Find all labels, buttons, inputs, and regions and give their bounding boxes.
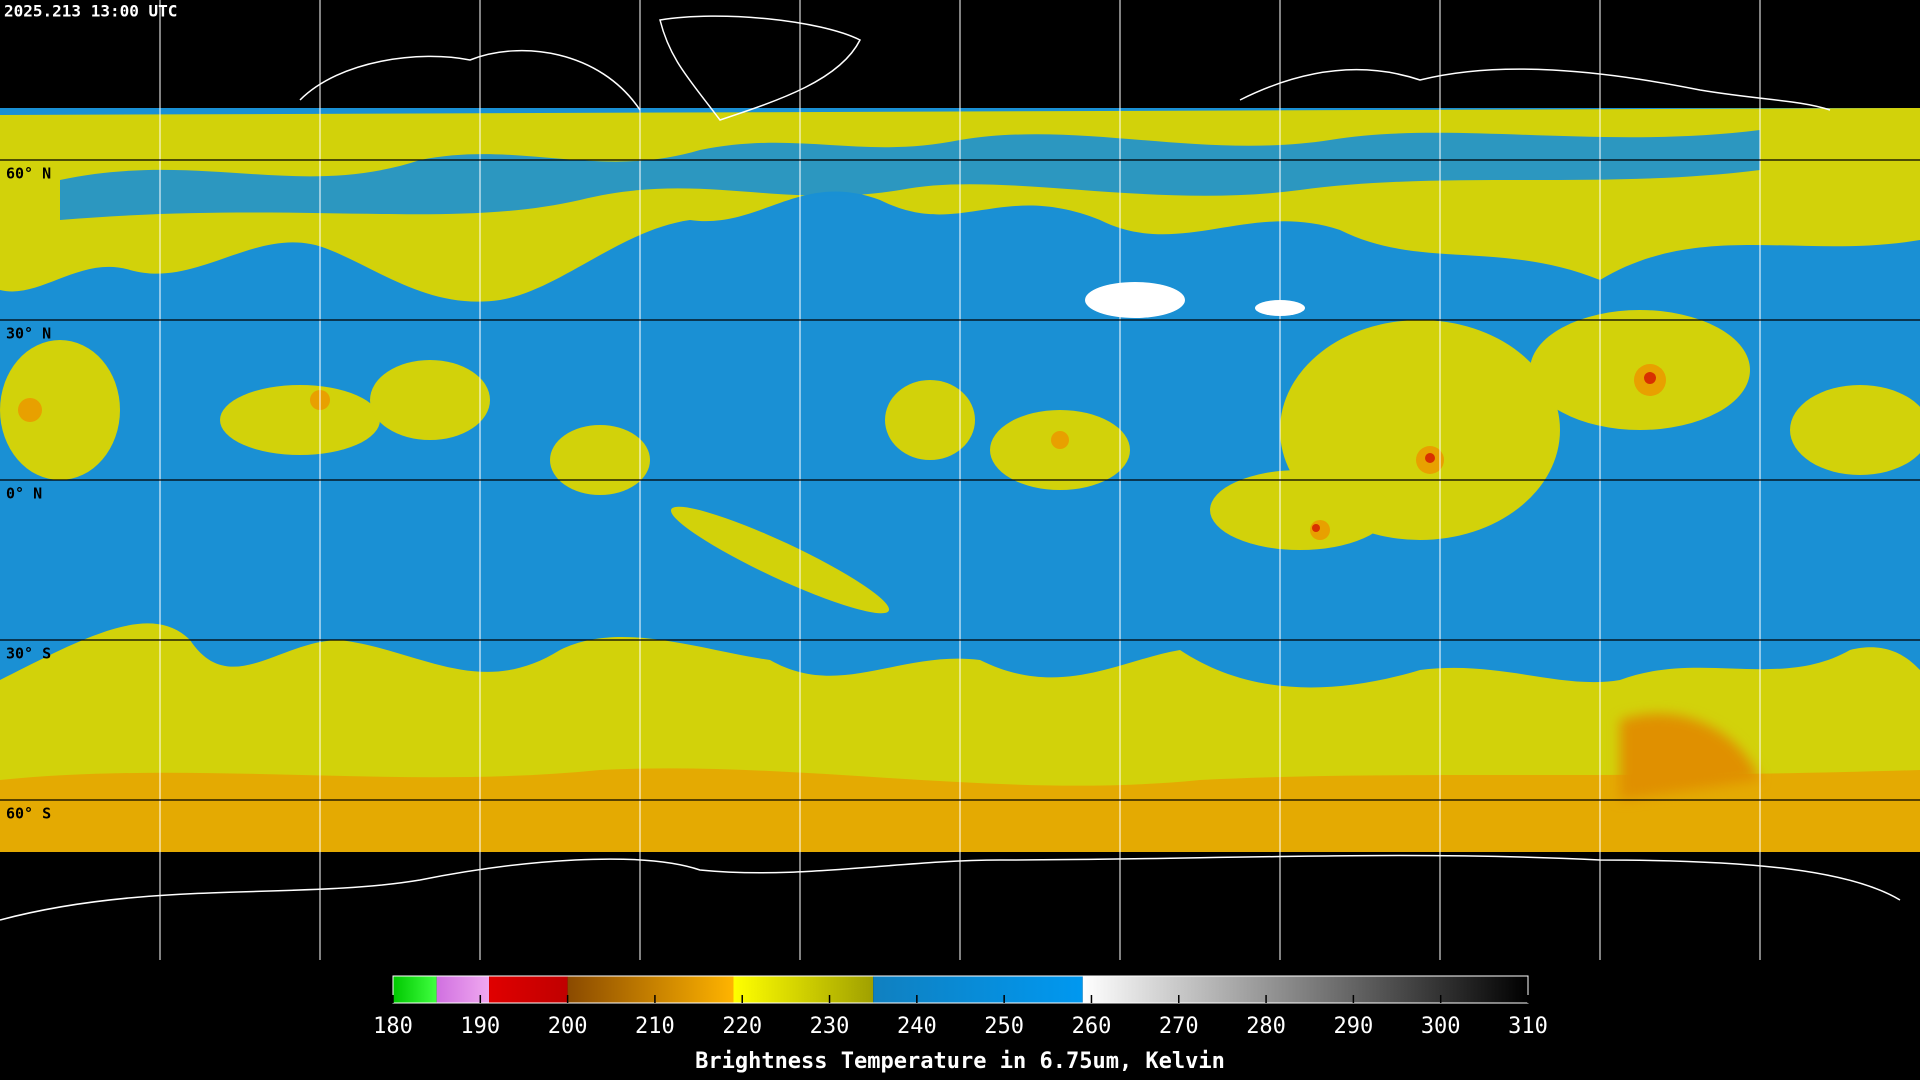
colorbar-title: Brightness Temperature in 6.75um, Kelvin xyxy=(695,1049,1225,1074)
coastline-antarctica xyxy=(0,854,1901,921)
colorbar-segment xyxy=(567,976,734,1003)
colorbar-tick-label: 290 xyxy=(1334,1014,1374,1039)
latitude-label: 30° S xyxy=(6,645,51,663)
dry-slot xyxy=(60,130,1760,220)
colorbar-tick-label: 230 xyxy=(810,1014,850,1039)
colorbar-tick-label: 180 xyxy=(373,1014,413,1039)
colorbar-tick-label: 210 xyxy=(635,1014,675,1039)
colorbar-tick-label: 200 xyxy=(548,1014,588,1039)
latitude-label: 60° S xyxy=(6,805,51,823)
tropical-clouds xyxy=(0,310,1920,614)
colorbar-segment xyxy=(489,976,568,1003)
coastline-eurasia xyxy=(1239,68,1831,111)
coastline-greenland xyxy=(659,15,862,121)
colorbar-tick-label: 260 xyxy=(1072,1014,1112,1039)
cold-area xyxy=(1620,713,1760,800)
coastline-north-america xyxy=(299,49,641,111)
very-cold-tops xyxy=(1312,372,1656,532)
colorbar-frame xyxy=(392,975,1529,1004)
colorbar-tick-label: 240 xyxy=(897,1014,937,1039)
warm-dry-area xyxy=(1085,282,1185,318)
colorbar-tick-label: 300 xyxy=(1421,1014,1461,1039)
latitude-label: 60° N xyxy=(6,165,51,183)
colorbar-segment xyxy=(733,976,874,1003)
colorbar-segment xyxy=(393,976,437,1003)
colorbar-tick-label: 190 xyxy=(460,1014,500,1039)
latitude-label: 30° N xyxy=(6,325,51,343)
latitude-grid: 60° N 30° N 0° N 30° S 60° S xyxy=(0,159,1920,823)
coastlines xyxy=(0,15,1901,921)
colorbar-segment xyxy=(436,976,490,1003)
colorbar-tick-label: 310 xyxy=(1508,1014,1548,1039)
colorbar-tick-label: 270 xyxy=(1159,1014,1199,1039)
colorbar-segment xyxy=(873,976,1083,1003)
colorbar-tick-label: 250 xyxy=(984,1014,1024,1039)
colorbar: 180 190 200 210 220 230 240 250 260 270 280 290 300 3… xyxy=(373,975,1548,1039)
colorbar-tick-label: 280 xyxy=(1246,1014,1286,1039)
colorbar-tick-label: 220 xyxy=(722,1014,762,1039)
latitude-label: 0° N xyxy=(6,485,42,503)
timestamp: 2025.213 13:00 UTC xyxy=(4,2,177,21)
colorbar-segment xyxy=(1082,976,1528,1003)
